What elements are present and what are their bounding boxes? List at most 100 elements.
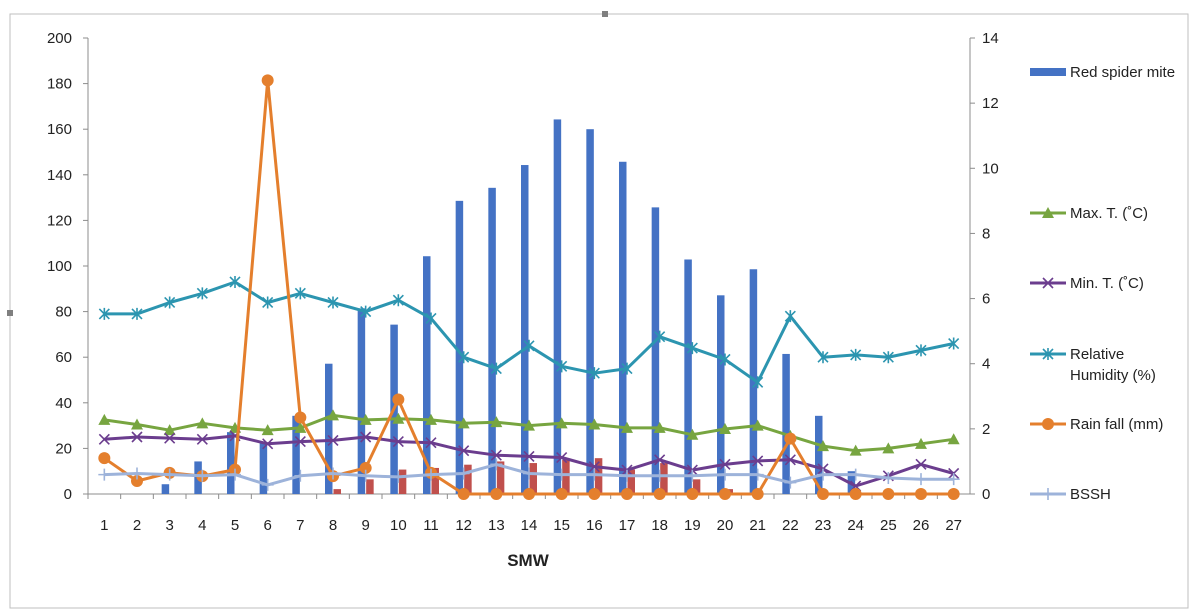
legend: Red spider mite Max. T. (˚C) Min. T. (˚C) R…: [1030, 64, 1175, 503]
point-max-t-c: [392, 412, 405, 424]
point-min-t-c: [915, 458, 927, 470]
legend-marker: [1042, 418, 1054, 430]
x-tick-label: 4: [198, 517, 206, 534]
point-max-t-c: [719, 423, 731, 435]
x-tick-label: 20: [717, 517, 734, 534]
x-tick-label: 12: [455, 517, 472, 534]
left-tick-label: 80: [55, 304, 72, 321]
point-relative-humidity: [588, 367, 600, 380]
point-min-t-c: [294, 435, 306, 448]
point-max-t-c: [294, 421, 307, 433]
right-tick-label: 10: [982, 160, 999, 177]
point-min-t-c: [752, 455, 764, 467]
bar-2: [627, 469, 635, 494]
right-tick-label: 6: [982, 291, 990, 308]
legend-marker: [1042, 207, 1054, 218]
right-tick-label: 4: [982, 356, 990, 373]
bar-1: [488, 187, 496, 495]
bar-2: [431, 467, 439, 494]
point-relative-humidity: [98, 307, 110, 320]
point-bssh: [523, 467, 535, 480]
point-rain-fall-mm: [523, 488, 535, 500]
point-bssh: [294, 469, 307, 482]
point-relative-humidity: [556, 360, 568, 373]
x-tick-label: 24: [847, 517, 864, 534]
point-min-t-c: [392, 435, 404, 448]
point-max-t-c: [947, 433, 960, 445]
right-tick-label: 8: [982, 225, 990, 242]
right-tick-label: 12: [982, 95, 999, 112]
right-tick-label: 2: [982, 421, 990, 438]
point-bssh: [327, 467, 339, 480]
bar-1: [553, 119, 562, 494]
point-max-t-c: [588, 418, 601, 430]
bar-1: [684, 259, 692, 494]
point-max-t-c: [751, 419, 764, 431]
x-tick-label: 17: [619, 517, 636, 534]
point-min-t-c: [262, 438, 274, 450]
point-relative-humidity: [523, 339, 535, 352]
point-max-t-c: [817, 440, 829, 452]
legend-swatch: [1030, 68, 1066, 76]
point-bssh: [229, 468, 241, 481]
x-tick-label: 27: [945, 517, 962, 534]
x-tick-label: 8: [329, 517, 337, 534]
point-max-t-c: [457, 417, 470, 429]
left-tick-label: 40: [55, 395, 72, 412]
point-bssh: [751, 468, 764, 481]
point-min-t-c: [360, 431, 372, 443]
point-min-t-c: [98, 433, 110, 445]
left-tick-label: 20: [55, 440, 72, 457]
bar-2: [366, 479, 374, 494]
point-max-t-c: [490, 416, 503, 428]
frame-handle-left: [7, 310, 13, 316]
point-relative-humidity: [294, 287, 306, 300]
right-tick-label: 0: [982, 486, 990, 503]
point-bssh: [392, 470, 405, 483]
point-rain-fall-mm: [294, 411, 307, 424]
point-relative-humidity: [752, 376, 764, 389]
bar-2: [464, 464, 472, 494]
bar-1: [586, 129, 594, 494]
point-bssh: [621, 469, 633, 482]
bars: [161, 119, 856, 495]
x-tick-label: 9: [361, 517, 369, 534]
legend-marker: [1042, 277, 1054, 289]
bar-1: [227, 432, 235, 494]
left-tick-label: 120: [47, 212, 72, 229]
point-max-t-c: [686, 428, 699, 440]
point-min-t-c: [784, 454, 796, 466]
point-max-t-c: [882, 442, 895, 454]
point-relative-humidity: [262, 296, 274, 309]
point-bssh: [784, 476, 797, 489]
bar-2: [496, 461, 505, 494]
point-relative-humidity: [882, 351, 894, 364]
point-rain-fall-mm: [784, 432, 797, 445]
point-rain-fall-mm: [653, 488, 666, 500]
left-tick-label: 200: [47, 30, 72, 47]
x-tick-label: 14: [521, 517, 538, 534]
legend-label: Red spider mite: [1070, 64, 1175, 81]
point-bssh: [555, 468, 568, 481]
point-max-t-c: [261, 424, 274, 436]
point-max-t-c: [196, 417, 209, 429]
x-tick-label: 22: [782, 517, 799, 534]
point-relative-humidity: [425, 312, 437, 325]
bar-1: [619, 161, 627, 494]
point-rain-fall-mm: [490, 488, 503, 500]
point-bssh: [261, 478, 274, 491]
x-tick-label: 3: [165, 517, 173, 534]
point-rain-fall-mm: [588, 488, 601, 500]
bar-2: [562, 459, 570, 494]
left-tick-label: 60: [55, 349, 72, 366]
point-rain-fall-mm: [392, 393, 405, 406]
point-max-t-c: [131, 418, 143, 430]
point-bssh: [425, 468, 437, 481]
point-bssh: [947, 473, 960, 486]
point-bssh: [588, 468, 601, 481]
point-min-t-c: [654, 454, 666, 466]
x-tick-label: 1: [100, 517, 108, 534]
point-rain-fall-mm: [915, 488, 927, 500]
point-max-t-c: [327, 409, 339, 421]
point-min-t-c: [490, 449, 502, 461]
